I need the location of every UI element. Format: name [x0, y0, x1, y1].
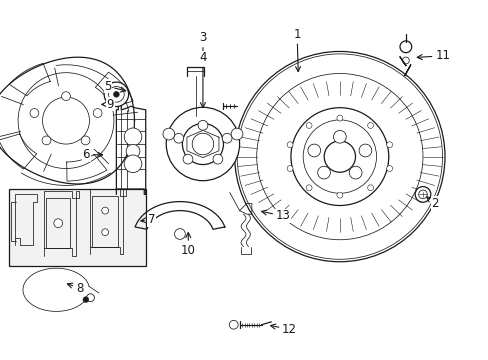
Circle shape	[182, 123, 223, 165]
Circle shape	[198, 120, 207, 130]
Circle shape	[348, 166, 361, 179]
Circle shape	[305, 185, 311, 191]
Text: 5: 5	[104, 80, 125, 93]
Circle shape	[317, 166, 330, 179]
Text: 10: 10	[181, 233, 195, 257]
Text: 13: 13	[261, 210, 290, 222]
Bar	[46, 198, 70, 248]
Circle shape	[61, 92, 70, 100]
Circle shape	[286, 166, 292, 171]
Circle shape	[367, 122, 373, 129]
Text: 6: 6	[82, 148, 102, 161]
Circle shape	[124, 155, 142, 172]
Text: 9: 9	[102, 98, 114, 111]
Circle shape	[166, 107, 239, 181]
Circle shape	[222, 133, 231, 143]
Circle shape	[183, 154, 192, 164]
Circle shape	[113, 91, 119, 97]
Text: 12: 12	[270, 323, 297, 336]
Bar	[92, 196, 118, 247]
Circle shape	[333, 130, 346, 143]
Circle shape	[192, 133, 213, 155]
Circle shape	[102, 207, 108, 214]
Text: 7: 7	[141, 213, 155, 226]
Circle shape	[163, 128, 174, 140]
Circle shape	[174, 229, 185, 239]
Circle shape	[54, 219, 62, 228]
Circle shape	[42, 136, 51, 145]
Circle shape	[386, 166, 392, 171]
Circle shape	[93, 109, 102, 117]
Circle shape	[30, 109, 39, 117]
Text: 1: 1	[293, 28, 300, 72]
Circle shape	[81, 136, 90, 145]
Circle shape	[231, 128, 243, 140]
Circle shape	[126, 144, 140, 158]
Circle shape	[414, 186, 430, 202]
Circle shape	[124, 128, 142, 145]
Circle shape	[336, 192, 342, 198]
Circle shape	[83, 297, 89, 302]
Bar	[9, 189, 145, 266]
Circle shape	[42, 97, 89, 144]
Circle shape	[358, 144, 371, 157]
Circle shape	[104, 82, 128, 107]
Text: 4: 4	[199, 51, 206, 108]
Circle shape	[336, 115, 342, 121]
Circle shape	[102, 229, 108, 236]
Circle shape	[286, 142, 292, 148]
Circle shape	[324, 141, 355, 172]
Text: 11: 11	[416, 49, 449, 62]
Circle shape	[305, 122, 311, 129]
Circle shape	[386, 142, 392, 148]
Text: 2: 2	[426, 197, 438, 210]
Circle shape	[367, 185, 373, 191]
Text: 8: 8	[67, 282, 83, 294]
Text: 3: 3	[199, 31, 206, 57]
Circle shape	[174, 133, 183, 143]
Circle shape	[86, 294, 94, 302]
Circle shape	[213, 154, 223, 164]
Circle shape	[307, 144, 320, 157]
